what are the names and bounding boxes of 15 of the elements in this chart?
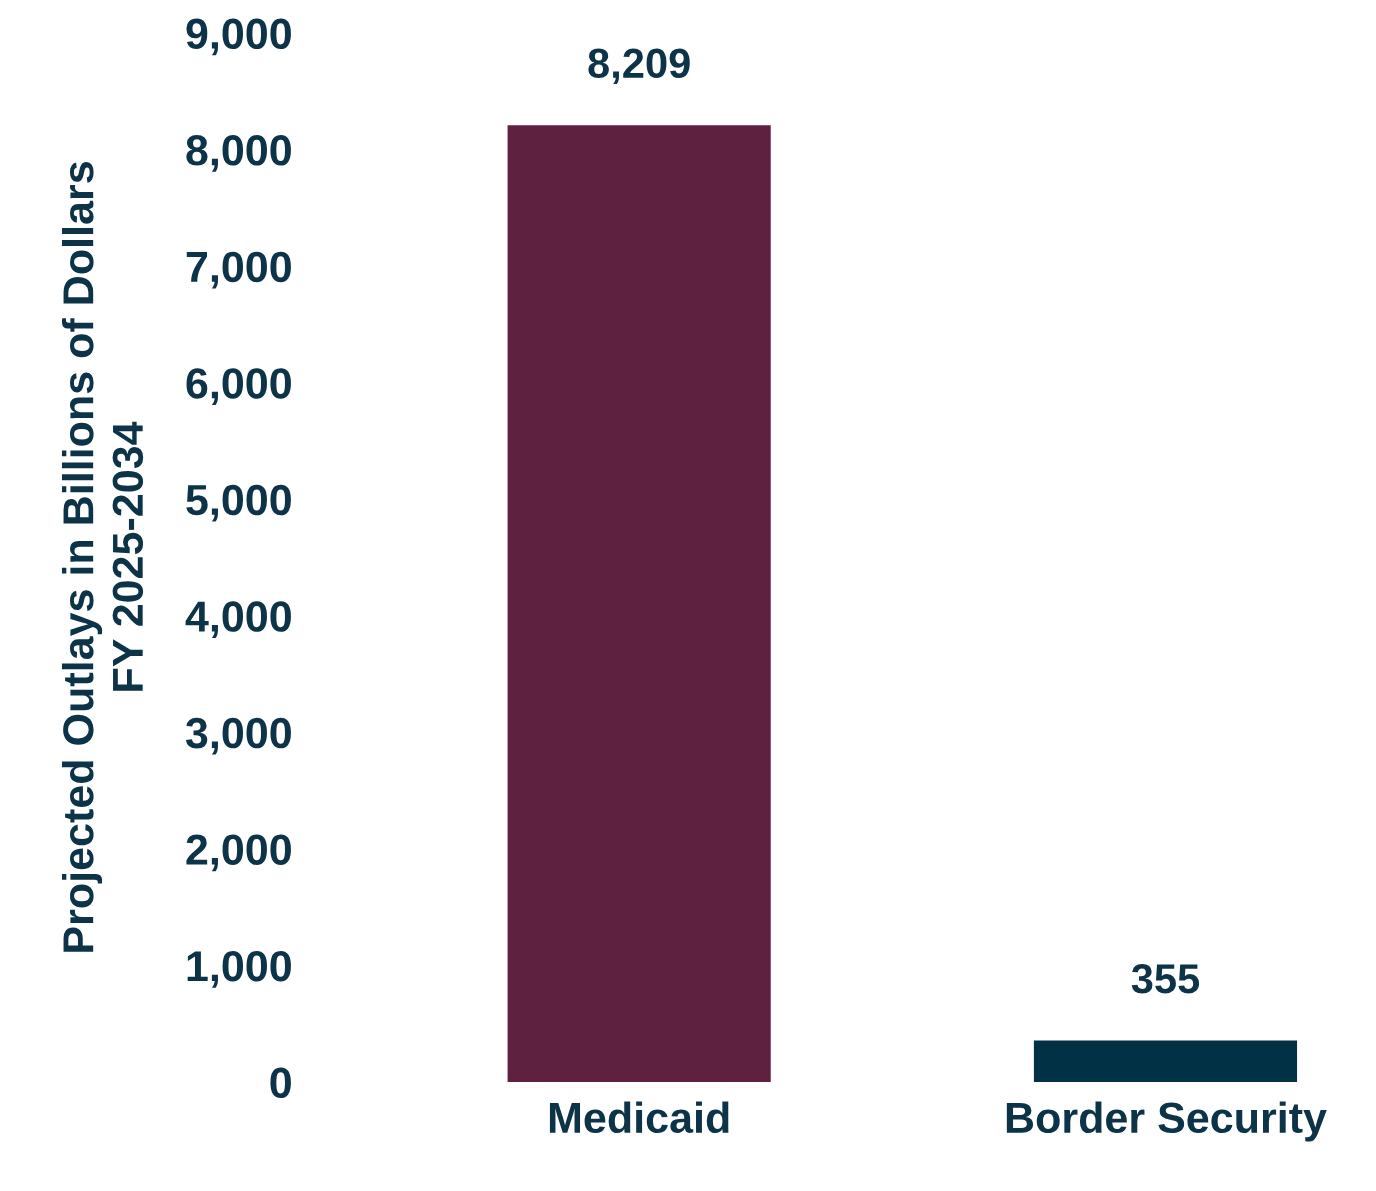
y-tick-label: 7,000 bbox=[186, 251, 291, 289]
y-tick-label: 2,000 bbox=[186, 834, 291, 872]
y-tick-label: 6,000 bbox=[186, 368, 291, 405]
data-label: 8,209 bbox=[588, 48, 690, 85]
data-label: 355 bbox=[1131, 963, 1200, 994]
y-tick-label: 5,000 bbox=[186, 484, 291, 522]
y-tick-label: 0 bbox=[270, 1067, 291, 1099]
y-axis-title: Projected Outlays in Billions of Dollars FY 2025-2034 bbox=[61, 162, 144, 952]
y-tick-label: 3,000 bbox=[185, 717, 291, 755]
y-tick-label: 8,000 bbox=[186, 135, 291, 172]
y-tick-label: 1,000 bbox=[187, 950, 291, 988]
x-tick-label: Border Security bbox=[1006, 1101, 1327, 1142]
x-tick-label: Medicaid bbox=[549, 1101, 729, 1134]
y-tick-label: 9,000 bbox=[186, 18, 291, 56]
y-tick-label: 4,000 bbox=[185, 601, 291, 639]
